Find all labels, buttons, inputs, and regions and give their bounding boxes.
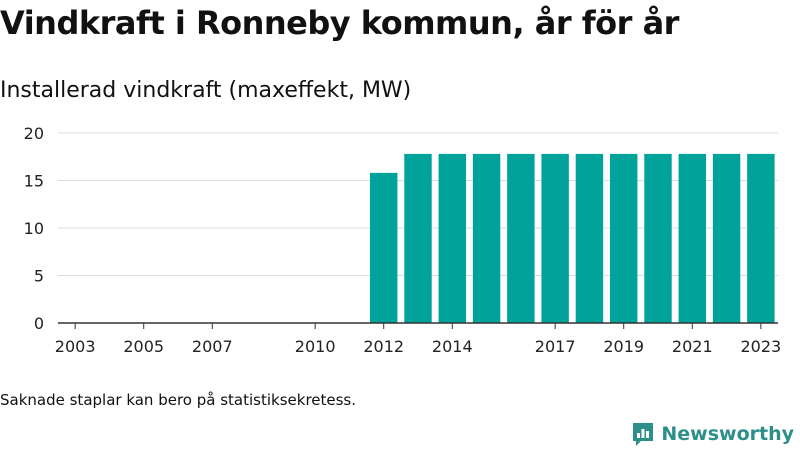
x-tick-label: 2019: [603, 337, 644, 356]
y-tick-label: 15: [24, 172, 44, 191]
bar: [370, 172, 398, 323]
y-tick-label: 10: [24, 219, 44, 238]
x-tick-label: 2017: [535, 337, 576, 356]
bar: [712, 153, 741, 323]
chart-title: Vindkraft i Ronneby kommun, år för år: [0, 4, 679, 42]
newsworthy-logo-icon: [633, 423, 654, 446]
chart-subtitle: Installerad vindkraft (maxeffekt, MW): [0, 78, 412, 103]
brand-logo: Newsworthy: [631, 420, 794, 448]
bar: [610, 153, 638, 323]
x-tick-label: 2007: [192, 337, 233, 356]
bar: [507, 153, 535, 323]
bar: [678, 153, 706, 323]
y-tick-label: 20: [24, 124, 44, 143]
bar: [541, 153, 569, 323]
x-tick-label: 2014: [432, 337, 473, 356]
x-tick-label: 2003: [55, 337, 96, 356]
x-tick-label: 2021: [672, 337, 713, 356]
bar: [644, 153, 672, 323]
footnote: Saknade staplar kan bero på statistiksek…: [0, 391, 357, 409]
x-tick-label: 2005: [123, 337, 164, 356]
brand-name: Newsworthy: [661, 423, 794, 445]
x-tick-label: 2023: [740, 337, 781, 356]
y-tick-label: 0: [34, 314, 44, 333]
x-tick-label: 2010: [295, 337, 336, 356]
bar: [404, 153, 432, 323]
bar: [438, 153, 466, 323]
bar: [472, 153, 501, 323]
y-tick-label: 5: [34, 267, 44, 286]
bar: [575, 153, 604, 323]
x-tick-label: 2012: [363, 337, 404, 356]
bar: [747, 153, 775, 323]
